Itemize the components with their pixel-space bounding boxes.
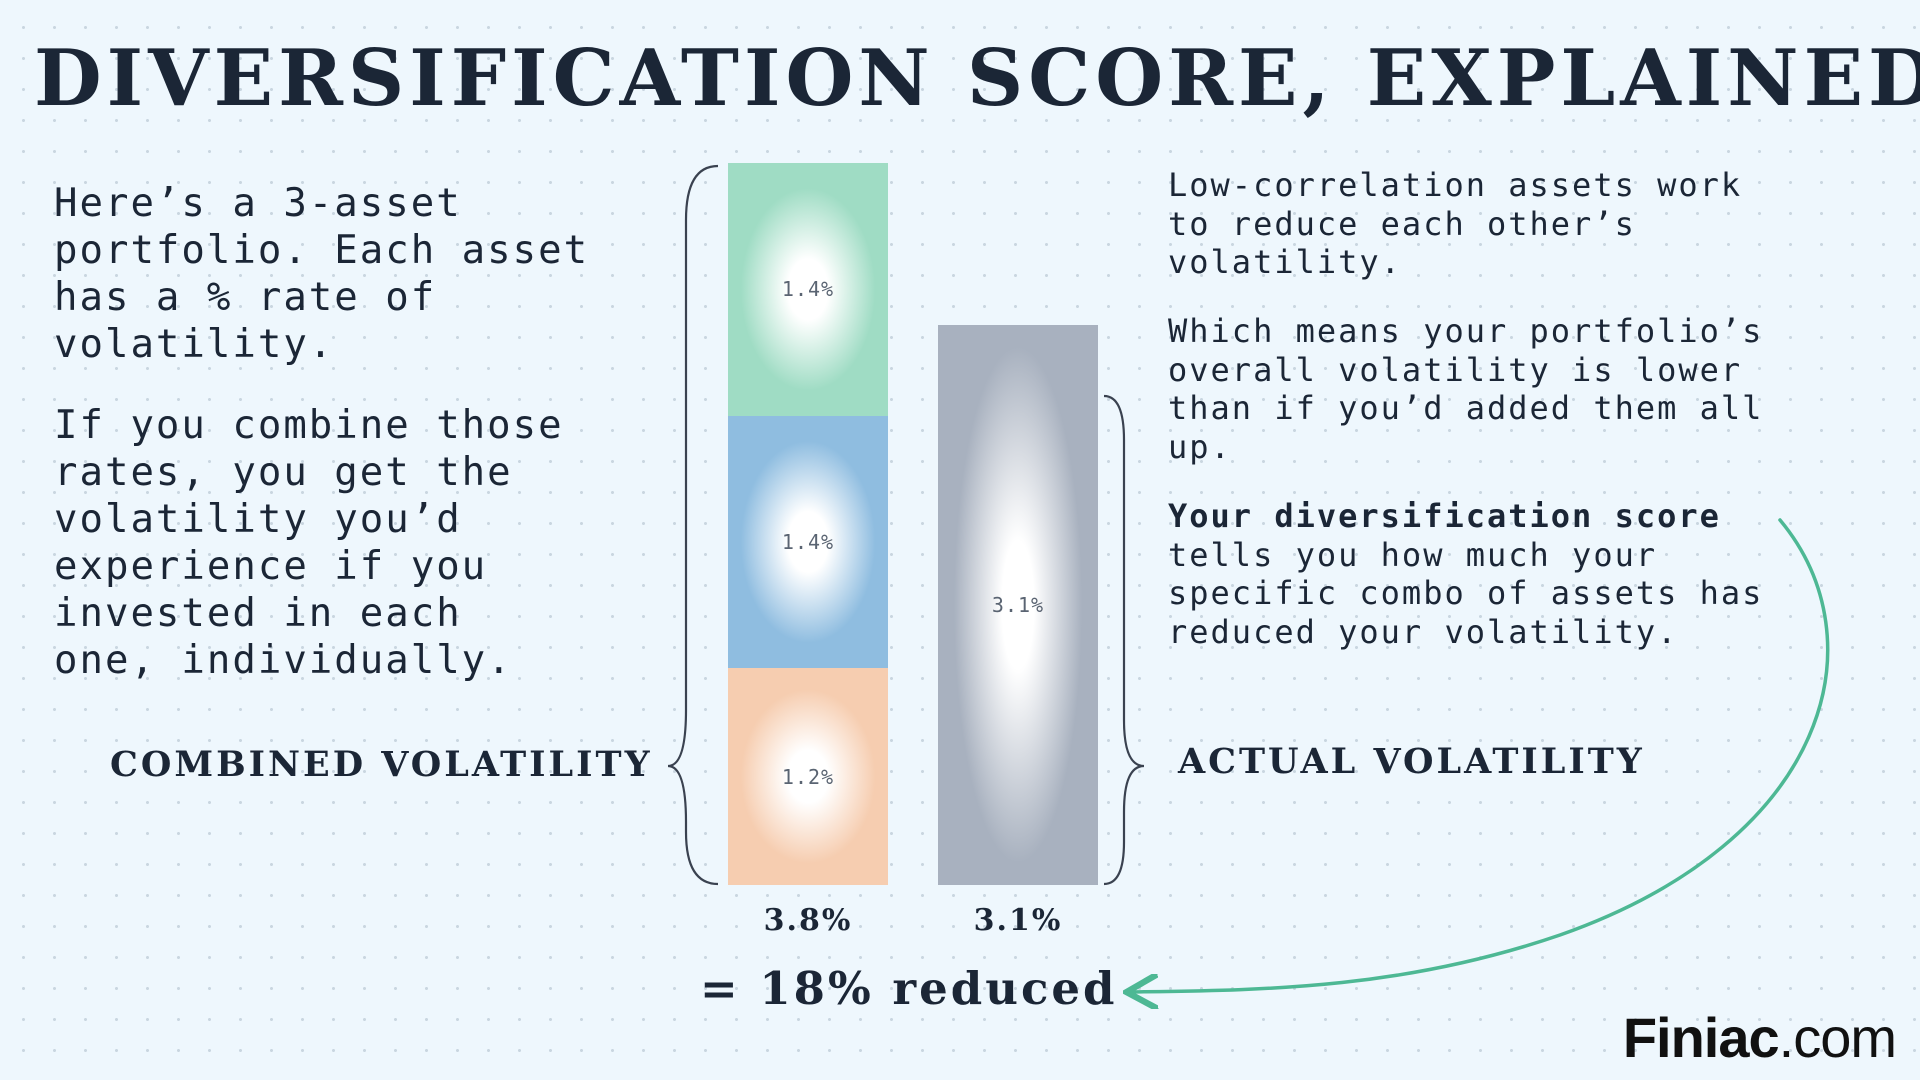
score-emphasis: Your diversification score (1168, 497, 1721, 535)
segment-value-label: 1.4% (781, 530, 835, 555)
combined-volatility-bar: 1.4% 1.4% 1.2% (728, 163, 888, 885)
low-correlation-paragraph: Low-correlation assets work to reduce ea… (1168, 166, 1743, 281)
right-brace (1103, 394, 1145, 886)
segment-value-label: 1.4% (781, 277, 835, 302)
bar-segment-asset-2: 1.4% (728, 415, 888, 669)
brand-name: Finiac (1622, 1006, 1780, 1069)
brand-domain: .com (1778, 1006, 1897, 1069)
page-title: DIVERSIFICATION SCORE, EXPLAINED (34, 33, 1920, 124)
actual-volatility-bar: 3.1% (938, 325, 1098, 885)
combine-paragraph: If you combine those rates, you get the … (54, 403, 564, 683)
brand-logo: Finiac.com (1622, 1005, 1897, 1070)
actual-bar-value-label: 3.1% (991, 593, 1045, 618)
bar-segment-asset-1: 1.4% (728, 163, 888, 416)
intro-paragraph: Here’s a 3-asset portfolio. Each asset h… (54, 181, 590, 367)
score-explanation: tells you how much your specific combo o… (1168, 535, 1764, 651)
actual-volatility-label: ACTUAL VOLATILITY (1178, 741, 1645, 782)
lower-volatility-paragraph: Which means your portfolio’s overall vol… (1168, 312, 1764, 466)
combined-total-label: 3.8% (763, 903, 853, 938)
curved-arrow (1130, 518, 1830, 992)
score-paragraph: Your diversification score tells you how… (1168, 497, 1868, 651)
actual-total-label: 3.1% (973, 903, 1063, 938)
combined-volatility-label: COMBINED VOLATILITY (110, 744, 653, 785)
left-brace (667, 164, 719, 886)
segment-value-label: 1.2% (781, 764, 835, 789)
bar-segment-asset-3: 1.2% (728, 668, 888, 885)
reduction-result: = 18% reduced (700, 962, 1118, 1015)
